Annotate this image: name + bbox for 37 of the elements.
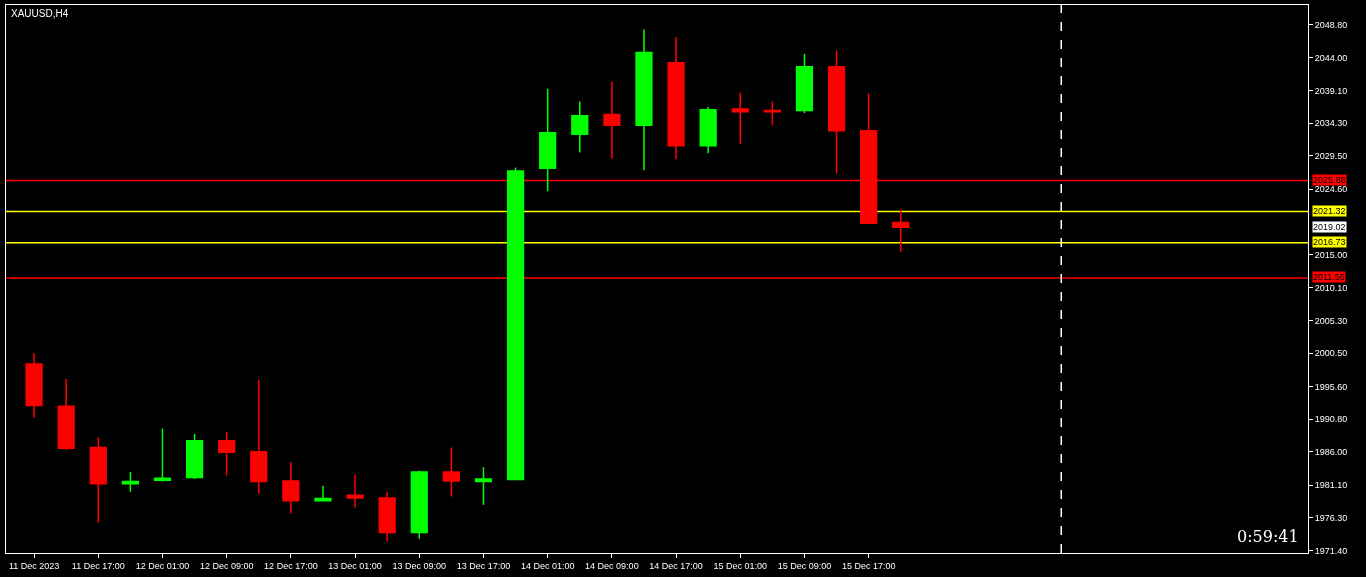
- ref-line-label: 2025.88: [1313, 175, 1346, 185]
- y-tick-label: 2039.10: [1314, 85, 1348, 96]
- y-tick-label: 2015.00: [1314, 249, 1348, 260]
- y-tick-label: 1995.60: [1314, 381, 1348, 392]
- y-tick-label: 2048.80: [1314, 19, 1348, 30]
- x-tick-label: 15 Dec 01:00: [713, 560, 768, 571]
- y-tick-label: 2044.00: [1314, 52, 1348, 63]
- x-tick-label: 12 Dec 01:00: [135, 560, 190, 571]
- y-tick-label: 2000.50: [1314, 348, 1348, 359]
- y-tick-label: 2024.60: [1314, 184, 1348, 195]
- y-tick-label: 2029.50: [1314, 151, 1348, 162]
- chart-title: XAUUSD,H4: [11, 8, 69, 19]
- x-tick-label: 12 Dec 17:00: [264, 560, 318, 571]
- x-tick-label: 14 Dec 17:00: [649, 560, 703, 571]
- y-tick-label: 1981.10: [1314, 480, 1348, 491]
- y-tick-label: 2005.30: [1314, 315, 1348, 326]
- x-tick-label: 14 Dec 01:00: [520, 560, 575, 571]
- x-tick-label: 15 Dec 09:00: [777, 560, 832, 571]
- x-tick-label: 15 Dec 17:00: [841, 560, 896, 571]
- annotation: 0:59:41: [1237, 527, 1299, 546]
- x-tick-label: 11 Dec 2023: [8, 560, 60, 571]
- y-tick-label: 1990.80: [1314, 414, 1348, 425]
- x-tick-label: 13 Dec 09:00: [392, 560, 447, 571]
- y-tick-label: 1986.00: [1314, 446, 1348, 457]
- y-tick-label: 1971.40: [1314, 546, 1348, 557]
- x-tick-label: 13 Dec 17:00: [456, 560, 511, 571]
- x-tick-label: 14 Dec 09:00: [585, 560, 639, 571]
- y-tick-label: 2034.30: [1314, 118, 1348, 129]
- ref-line-label: 2016.73: [1313, 237, 1346, 247]
- x-tick-label: 11 Dec 17:00: [71, 560, 125, 571]
- y-tick-label: 2010.10: [1314, 282, 1348, 293]
- ref-line-label: 2011.56: [1313, 272, 1345, 282]
- x-tick-label: 13 Dec 01:00: [328, 560, 382, 571]
- text: 2019.02: [1313, 222, 1346, 232]
- ref-line-label: 2021.32: [1313, 206, 1346, 216]
- x-tick-label: 12 Dec 09:00: [199, 560, 254, 571]
- y-tick-label: 1976.30: [1314, 512, 1348, 523]
